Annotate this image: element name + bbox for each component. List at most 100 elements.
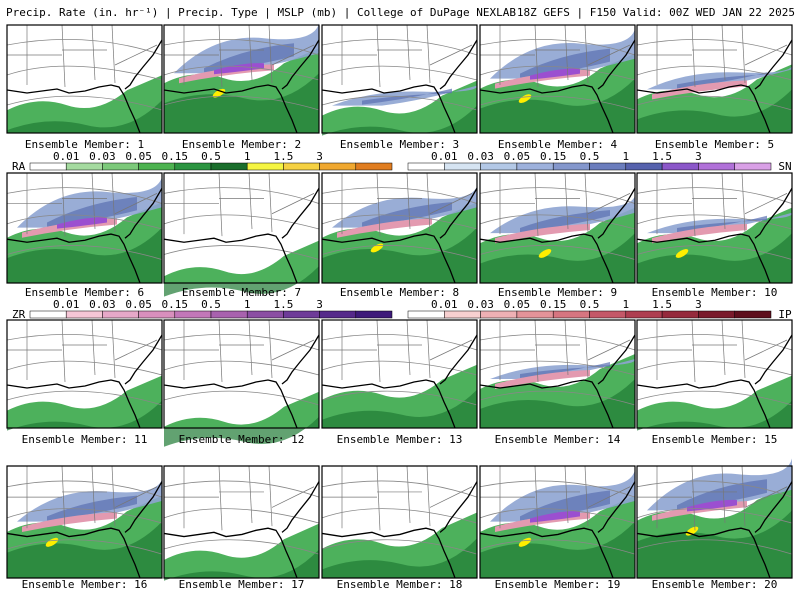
heavy-snow	[677, 215, 767, 233]
ice-area	[337, 218, 432, 238]
state-line	[429, 193, 473, 215]
coastline	[479, 334, 636, 429]
state-line	[564, 319, 569, 376]
legend-cell	[65, 310, 103, 319]
map-panel	[479, 465, 636, 579]
isobar	[321, 539, 478, 555]
state-line	[114, 44, 158, 66]
panel-label: Ensemble Member: 5	[655, 138, 774, 151]
state-line	[534, 172, 539, 237]
legend-tick-label: 0.03	[89, 150, 116, 163]
isobar	[6, 38, 163, 56]
legend-tick-label: 1.5	[273, 298, 293, 311]
panel-label: Ensemble Member: 4	[498, 138, 618, 151]
legend-cell	[734, 162, 772, 171]
state-line	[564, 465, 569, 524]
heavy-snow	[47, 495, 137, 521]
legend-cell	[102, 162, 139, 171]
isobar	[636, 245, 793, 260]
panel-label: Ensemble Member: 6	[25, 286, 144, 299]
isobar	[321, 95, 478, 111]
state-line	[691, 319, 696, 383]
legend-cell	[138, 162, 176, 171]
ice-area	[495, 370, 590, 389]
state-line	[587, 44, 631, 66]
panel-label: Ensemble Member: 13	[337, 433, 463, 446]
legend-cell	[625, 162, 663, 171]
rain-area	[164, 391, 319, 428]
isobar	[163, 95, 320, 111]
state-line	[426, 24, 431, 84]
state-line	[111, 465, 116, 527]
header-left: Precip. Rate (in. hr⁻¹) | Precip. Type |…	[6, 6, 516, 19]
isobar	[163, 245, 320, 260]
legend-tick-label: 1.5	[652, 298, 672, 311]
isobar	[636, 333, 793, 351]
snow-area	[490, 28, 635, 79]
state-line	[587, 486, 631, 508]
state-line	[721, 172, 726, 230]
heavy-rain	[480, 521, 635, 578]
coastline	[636, 481, 793, 579]
map-panel	[479, 24, 636, 134]
rain-area	[164, 523, 319, 578]
legend-type-label: RA	[12, 160, 26, 173]
legend-tick-label: 0.15	[540, 298, 567, 311]
map-panel	[636, 319, 793, 431]
legend-tick-label: 0.15	[162, 298, 189, 311]
isobar	[321, 214, 478, 230]
panel-border	[6, 319, 163, 429]
rain-area	[7, 75, 162, 133]
coastline	[163, 187, 320, 284]
legend-tick-label: 0.5	[201, 298, 221, 311]
state-line	[268, 24, 273, 84]
panel-border	[6, 465, 163, 579]
state-line	[426, 319, 431, 379]
heavy-rain	[637, 89, 792, 133]
heavy-rain	[7, 100, 162, 133]
state-line	[271, 193, 315, 215]
heavy-rain	[480, 233, 635, 283]
legend-cell	[355, 310, 393, 319]
legend-tick-label: 0.05	[125, 298, 152, 311]
coastline	[6, 187, 163, 284]
heavy-rain	[637, 510, 792, 578]
legend-tick-label: 3	[316, 150, 323, 163]
state-line	[248, 172, 253, 230]
state-line	[271, 44, 315, 66]
heavy-snow	[520, 362, 610, 378]
isobar	[163, 390, 320, 406]
map-panel	[6, 319, 163, 431]
panel-label: Ensemble Member: 15	[652, 433, 778, 446]
state-line	[744, 193, 788, 215]
legend-tick-label: 0.15	[162, 150, 189, 163]
isobar	[163, 508, 320, 524]
isobar	[163, 333, 320, 351]
isobar	[163, 360, 320, 376]
state-line	[248, 24, 253, 81]
panel-border	[163, 24, 320, 134]
map-panel	[163, 172, 320, 297]
heavy-rain	[164, 549, 319, 581]
header-right: 18Z GEFS | F150 Valid: 00Z WED JAN 22 20…	[517, 6, 795, 19]
legend-tick-label: 0.01	[431, 150, 458, 163]
state-line	[741, 465, 746, 527]
map-panel	[636, 172, 793, 284]
coastline	[321, 334, 478, 429]
state-line	[376, 465, 381, 531]
legend-cell	[407, 162, 445, 171]
map-panel	[479, 319, 636, 429]
state-line	[584, 319, 589, 379]
isobar	[479, 508, 636, 524]
isobar	[636, 390, 793, 406]
legend-cell	[516, 162, 554, 171]
panel-border	[479, 465, 636, 579]
isobar	[479, 95, 636, 111]
isobar	[6, 360, 163, 376]
legend-tick-label: 1.5	[652, 150, 672, 163]
legend-tick-label: 1	[244, 150, 251, 163]
legend-cell	[407, 310, 445, 319]
legend-cell	[65, 162, 103, 171]
panel-border	[321, 24, 478, 134]
isobar	[321, 480, 478, 498]
